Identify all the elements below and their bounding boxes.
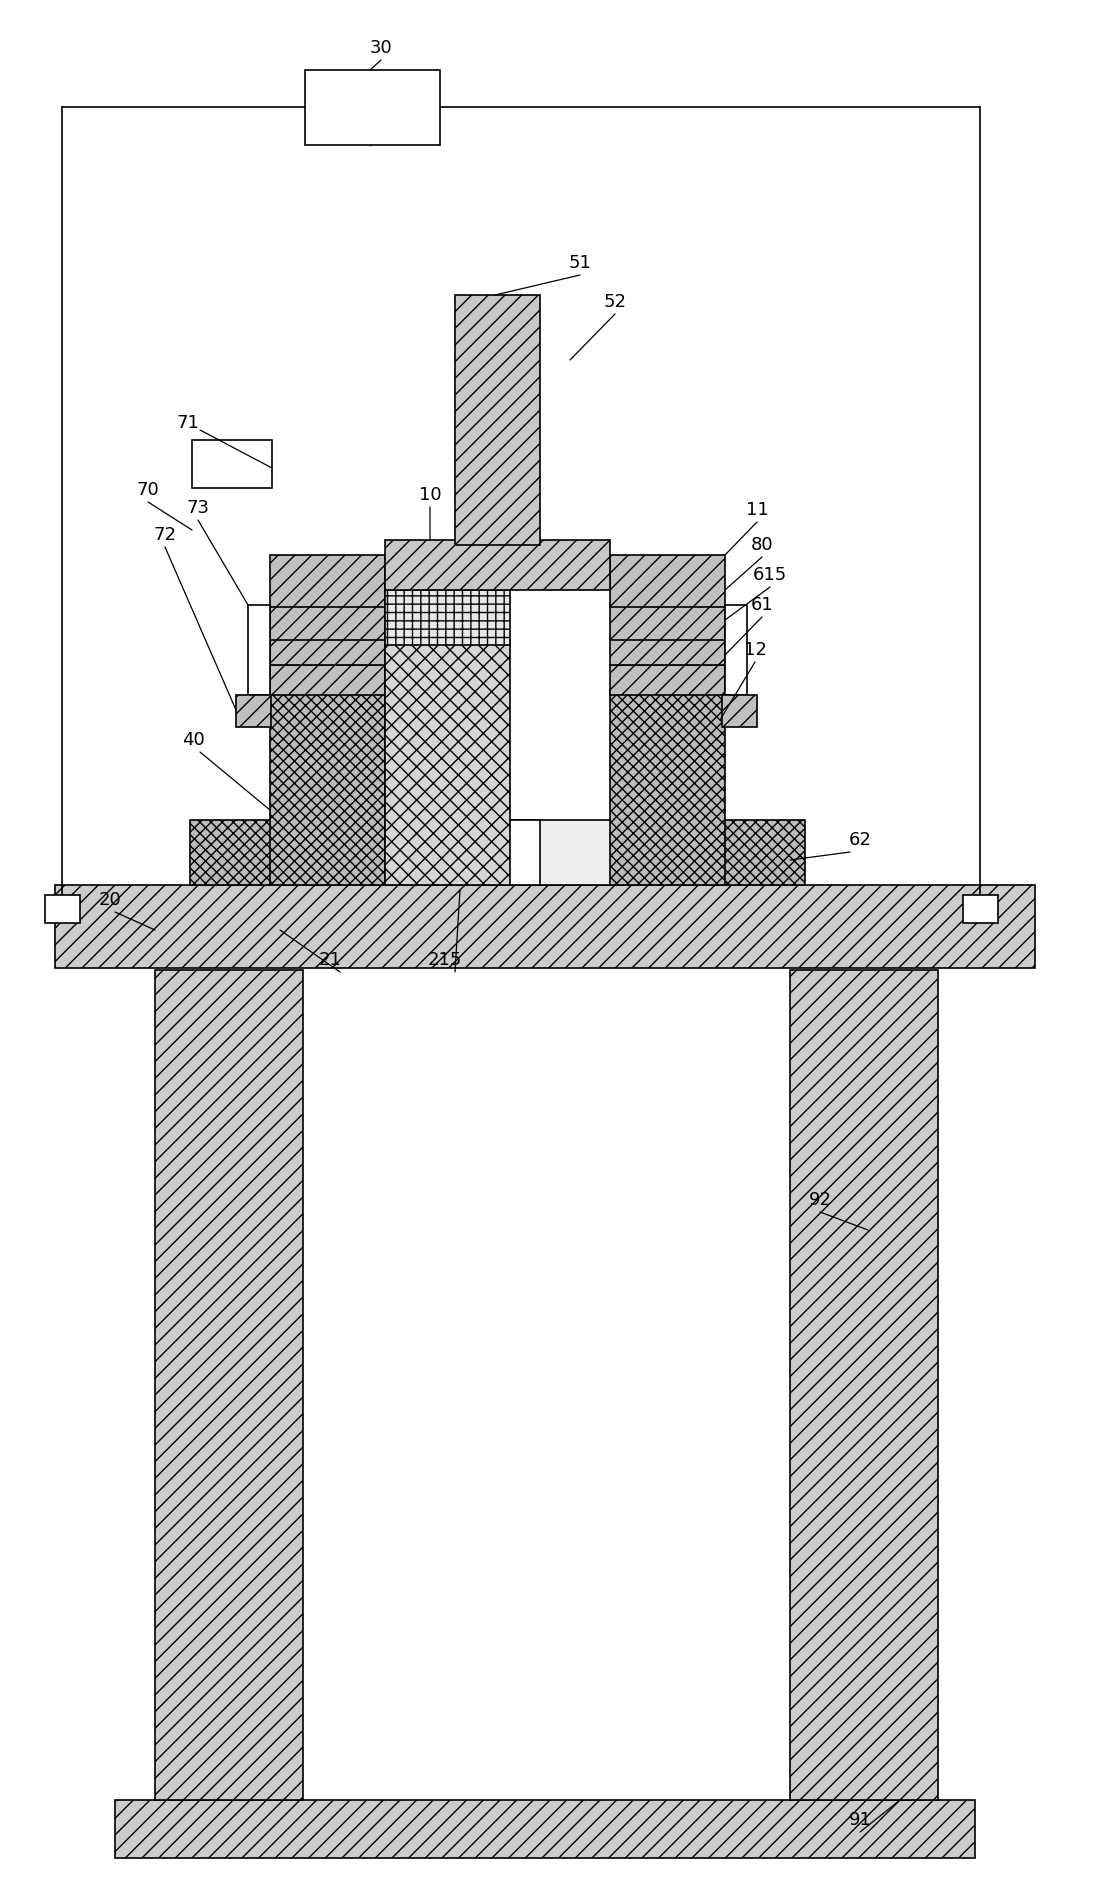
Text: 80: 80 [750,536,773,553]
Text: 20: 20 [99,891,122,910]
Text: 72: 72 [154,527,177,544]
Text: 30: 30 [370,40,393,57]
Bar [55,885,1034,968]
Text: 71: 71 [177,413,200,432]
Bar [248,605,270,695]
Bar [385,540,610,589]
Bar [270,635,385,665]
Bar [355,821,640,885]
Text: 61: 61 [750,597,773,614]
Bar [790,970,938,1800]
Bar [270,690,385,885]
Bar [455,821,540,885]
Text: 62: 62 [849,832,871,849]
Text: 70: 70 [137,481,159,498]
Bar [192,440,272,489]
Text: 12: 12 [744,641,767,659]
Bar [610,690,725,885]
Text: 11: 11 [746,500,768,519]
Bar [305,70,440,146]
Bar [236,695,271,728]
Text: 215: 215 [428,951,462,968]
Bar [385,641,510,885]
Text: 10: 10 [419,485,441,504]
Text: 91: 91 [849,1812,871,1829]
Text: 40: 40 [182,731,204,749]
Bar [610,555,725,606]
Bar [722,695,757,728]
Bar [155,970,303,1800]
Bar [651,821,805,885]
Bar [963,894,998,923]
Bar [725,605,747,695]
Bar [270,605,385,641]
Bar [455,296,540,546]
Bar [610,635,725,665]
Text: 73: 73 [186,498,210,517]
Text: 52: 52 [603,294,626,311]
Text: 51: 51 [568,254,591,273]
Bar [115,1800,975,1857]
Bar [270,555,385,606]
Text: 92: 92 [808,1190,832,1209]
Bar [45,894,80,923]
Bar [190,821,344,885]
Bar [610,605,725,641]
Bar [270,665,385,695]
Text: 21: 21 [318,951,341,968]
Bar [385,589,510,644]
Bar [610,665,725,695]
Text: 615: 615 [753,567,788,584]
